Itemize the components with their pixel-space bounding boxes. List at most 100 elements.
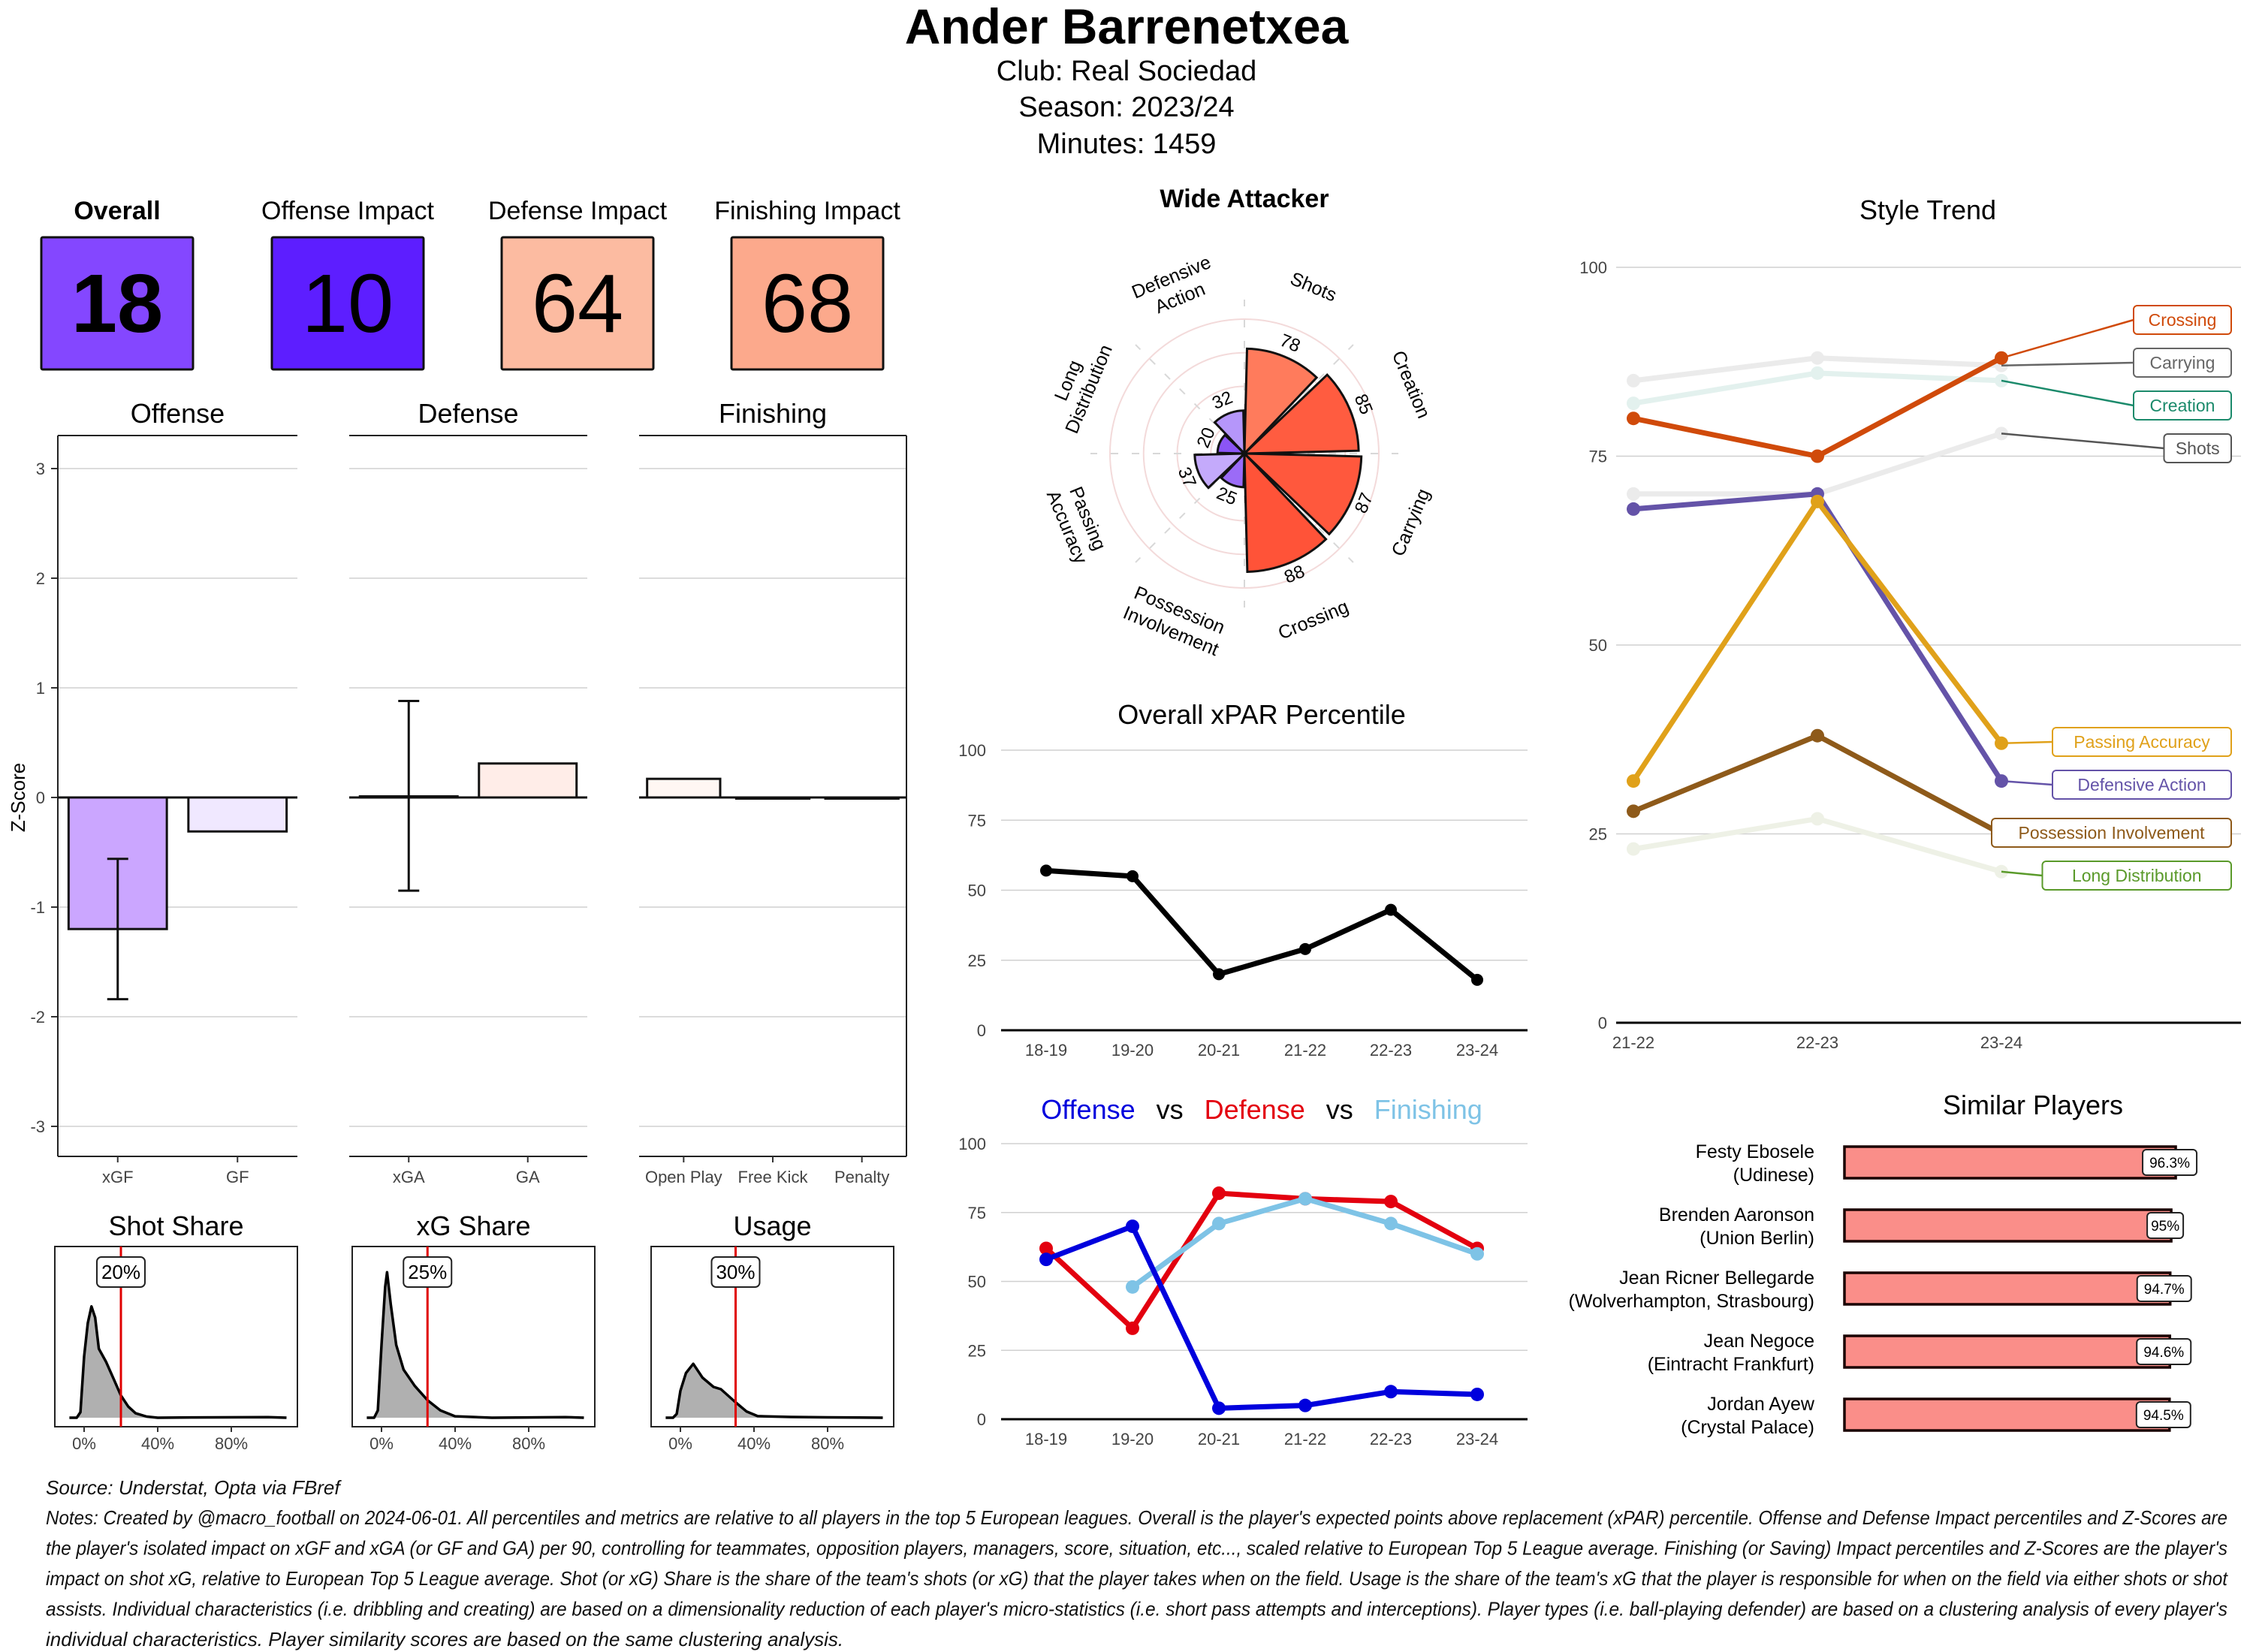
x-tick-label: 80% [811,1434,844,1453]
x-tick-label: 23-24 [1456,1430,1498,1449]
similar-bar [1843,1208,2173,1243]
value-label: 30% [716,1261,755,1283]
series-point-defense [1126,1321,1139,1335]
series-point [1627,396,1640,411]
similar-players-title: Similar Players [1943,1090,2123,1120]
series-point [1811,728,1824,743]
series-label: Shots [2176,439,2220,458]
score-card-box [500,236,655,371]
x-tick-label: 22-23 [1796,1033,1838,1052]
zscore-tick-label: 1 [36,679,45,698]
similar-value-label: 94.5% [2143,1408,2184,1424]
similar-player-name: Jean Negoce [1704,1331,1814,1352]
series-point-offense [1298,1398,1312,1412]
series-point [1213,968,1225,981]
y-tick-label: 50 [1589,636,1607,655]
density-area [665,1364,883,1418]
value-label-box [403,1256,453,1288]
zscore-bar-ga [478,762,578,799]
series-label-leader [2001,870,2043,877]
series-label-box [2133,390,2232,421]
zscore-bar-gf [187,796,288,833]
series-point-offense [1039,1253,1053,1267]
x-tick-label: 21-22 [1284,1430,1326,1449]
y-tick-label: 50 [968,1273,986,1292]
distribution-panels: Shot Share 20% 0% 40% 80% xG Share 25% 0% 40% 80%… [54,1210,894,1453]
series-label-leader [2001,318,2134,359]
series-point-defense [1039,1241,1053,1256]
series-label-box [2163,433,2232,463]
value-label-box [96,1256,146,1288]
ovd-title: Offense vs Defense vs Finishing [1041,1094,1482,1125]
series-label-box [1991,818,2232,848]
radar-wedge-defensive-action [1213,409,1246,457]
notes-line: assists. Individual characteristics (i.e… [46,1598,2227,1620]
zscore-tick-label: -2 [30,1008,45,1026]
series-label-box [2133,305,2232,335]
x-tick-label: 22-23 [1370,1041,1412,1060]
zscore-x-label: GA [516,1168,540,1186]
zscore-x-label: Penalty [834,1168,889,1186]
y-tick-label: 25 [1589,825,1607,844]
series-point-offense [1212,1401,1226,1415]
zscore-panel-defense: Defense xGA GA [349,398,587,1186]
minutes-label: Minutes: 1459 [1037,128,1217,160]
distribution-title: Usage [733,1210,811,1241]
radar-wedge-long-distribution [1216,433,1247,455]
zscore-panel-offense: Offense xGF GF [57,398,297,1186]
radar-title: Wide Attacker [1160,185,1329,213]
distribution-usage: Usage 30% 0% 40% 80% [650,1210,894,1453]
series-point-defense [1212,1186,1226,1201]
similar-value-box [2136,1338,2192,1365]
x-tick-label: 0% [369,1434,394,1453]
series-label: Passing Accuracy [2074,732,2210,752]
score-card-label: Defense Impact [488,197,668,225]
similar-player-club: (Union Berlin) [1700,1228,1814,1249]
series-point [1627,502,1640,516]
similar-bar [1843,1271,2172,1306]
x-tick-label: 18-19 [1025,1430,1067,1449]
series-point [1811,494,1824,508]
series-point-finishing [1212,1216,1226,1231]
zscore-x-label: xGA [393,1168,425,1186]
similar-player-name: Jordan Ayew [1707,1394,1815,1415]
density-curve [665,1362,883,1419]
distribution-xg-share: xG Share 25% 0% 40% 80% [351,1210,596,1453]
similar-value-box [2136,1275,2192,1302]
season-label: Season: 2023/24 [1018,92,1234,123]
radar-ring [1142,351,1347,556]
y-tick-label: 50 [968,882,986,900]
series-line-defense [1044,1190,1479,1331]
distribution-shot-share: Shot Share 20% 0% 40% 80% [54,1210,298,1453]
ovd-title-vs-1: vs [1157,1094,1184,1125]
radar-wedge-shots [1243,347,1319,457]
y-tick-label: 100 [958,741,986,760]
similar-value-label: 95% [2151,1219,2179,1234]
similar-bar [1843,1334,2172,1369]
x-tick-label: 80% [215,1434,248,1453]
series-label: Possession Involvement [2018,823,2205,843]
notes-line: individual characteristics. Player simil… [46,1628,843,1650]
club-label: Club: Real Sociedad [997,56,1256,87]
series-point [1627,373,1640,387]
zscore-tick-label: 2 [36,569,45,588]
zscore-panel-title: Defense [418,398,518,429]
source-note: Source: Understat, Opta via FBref [46,1476,342,1499]
zscore-x-label: xGF [102,1168,134,1186]
series-label-leader [2001,740,2053,745]
series-point-offense [1126,1219,1139,1234]
density-area [69,1306,287,1418]
score-card-label: Finishing Impact [714,197,900,225]
notes-line: the player's isolated impact on xGF and … [46,1537,2227,1560]
radar-wedge-possession-involvement [1220,451,1246,489]
series-label: Crossing [2149,310,2217,330]
ovd-title-finishing: Finishing [1374,1094,1482,1125]
score-card-box [40,236,195,371]
score-cards: Overall 18 Offense Impact 10 Defense Impact 6… [40,197,900,371]
similar-bar [1843,1397,2171,1432]
y-tick-label: 75 [1589,448,1607,466]
score-card-box [730,236,885,371]
radar-wedge-crossing [1243,451,1328,574]
x-tick-label: 23-24 [1980,1033,2022,1052]
